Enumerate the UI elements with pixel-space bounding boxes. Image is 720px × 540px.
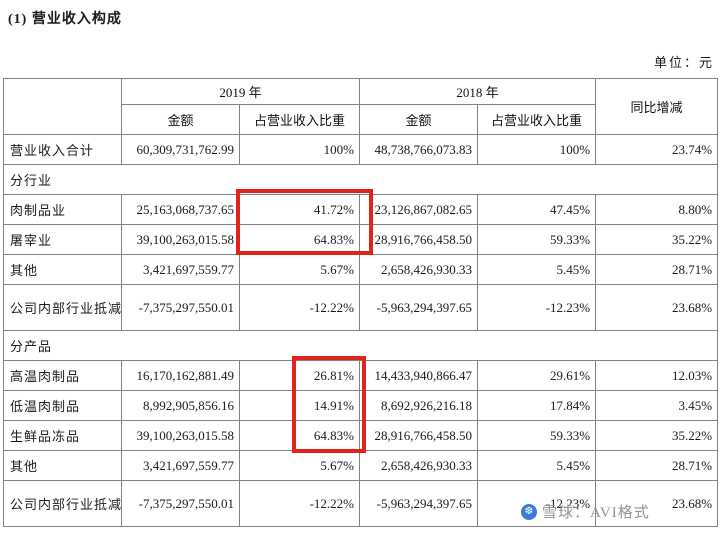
table-row: 生鲜品冻品 39,100,263,015.58 64.83% 28,916,766,4… (3, 420, 719, 451)
cell-value: 5.67% (238, 450, 361, 481)
cell-value: 59.33% (477, 420, 597, 451)
cell-value: 28,916,766,458.50 (359, 224, 479, 255)
cell-value: 39,100,263,015.58 (121, 224, 240, 255)
table-row: 公司内部行业抵减 -7,375,297,550.01 -12.22% -5,963,2… (3, 480, 719, 527)
cell-value: 25,163,068,737.65 (121, 194, 240, 225)
cell-value: -7,375,297,550.01 (121, 480, 240, 527)
table-row: 公司内部行业抵减 -7,375,297,550.01 -12.22% -5,963,2… (3, 284, 719, 331)
snowball-logo-icon: ❆ (521, 503, 537, 520)
cell-value: 2,658,426,930.33 (359, 254, 479, 285)
cell-value: 16,170,162,881.49 (121, 360, 240, 391)
cell-value: 35.22% (595, 420, 719, 451)
cell-value: 48,738,766,073.83 (359, 134, 479, 165)
row-label: 生鲜品冻品 (3, 420, 122, 451)
table-header: 2019 年 2018 年 同比增减 金额 占营业收入比重 金额 占营业收入比重 (3, 78, 719, 135)
cell-value: 35.22% (595, 224, 719, 255)
cell-value: 8.80% (595, 194, 719, 225)
cell-value: 5.67% (238, 254, 361, 285)
cell-value: -7,375,297,550.01 (121, 284, 240, 331)
subheader-amount-2019: 金额 (121, 104, 240, 135)
cell-value: 14,433,940,866.47 (359, 360, 479, 391)
table-row: 其他 3,421,697,559.77 5.67% 2,658,426,930.33 5… (3, 450, 719, 481)
cell-value: 8,992,905,856.16 (121, 390, 240, 421)
cell-value: 3,421,697,559.77 (121, 450, 240, 481)
cell-value: 64.83% (238, 224, 361, 255)
cell-value: 41.72% (238, 194, 361, 225)
section-label: 分行业 (2, 164, 719, 195)
cell-value: 2,658,426,930.33 (359, 450, 479, 481)
row-label: 其他 (3, 450, 122, 481)
revenue-composition-table: 2019 年 2018 年 同比增减 金额 占营业收入比重 金额 占营业收入比重… (2, 78, 719, 527)
cell-value: -12.22% (238, 480, 361, 527)
table-row: 其他 3,421,697,559.77 5.67% 2,658,426,930.33 5… (3, 254, 719, 285)
cell-value: 47.45% (477, 194, 597, 225)
row-label: 公司内部行业抵减 (3, 480, 122, 527)
row-label: 公司内部行业抵减 (3, 284, 122, 331)
page-title: (1) 营业收入构成 (8, 12, 122, 27)
cell-value: 23.68% (595, 284, 719, 331)
cell-value: 39,100,263,015.58 (121, 420, 240, 451)
row-label: 高温肉制品 (3, 360, 122, 391)
cell-value: -12.23% (477, 284, 597, 331)
table-row: 肉制品业 25,163,068,737.65 41.72% 23,126,867,08… (3, 194, 719, 225)
row-label: 低温肉制品 (3, 390, 122, 421)
corner-blank-cell (3, 78, 122, 135)
subheader-amount-2018: 金额 (359, 104, 479, 135)
cell-value: 12.03% (595, 360, 719, 391)
cell-value: -12.22% (238, 284, 361, 331)
subheader-ratio-2019: 占营业收入比重 (238, 104, 361, 135)
cell-value: 60,309,731,762.99 (121, 134, 240, 165)
cell-value: 28.71% (595, 254, 719, 285)
cell-value: 5.45% (477, 450, 597, 481)
cell-value: 3.45% (595, 390, 719, 421)
watermark: ❆ 雪球：AVI格式 (521, 501, 650, 522)
row-label: 营业收入合计 (3, 134, 122, 165)
cell-value: 28.71% (595, 450, 719, 481)
cell-value: 100% (238, 134, 361, 165)
cell-value: 64.83% (238, 420, 361, 451)
table-body: 营业收入合计 60,309,731,762.99 100% 48,738,766,07… (2, 134, 719, 527)
cell-value: 23,126,867,082.65 (359, 194, 479, 225)
cell-value: 23.74% (595, 134, 719, 165)
cell-value: 100% (477, 134, 597, 165)
table-row: 营业收入合计 60,309,731,762.99 100% 48,738,766,07… (3, 134, 719, 165)
table-row: 低温肉制品 8,992,905,856.16 14.91% 8,692,926,216… (3, 390, 719, 421)
cell-value: -5,963,294,397.65 (359, 480, 479, 527)
unit-label: 单位：元 (653, 55, 714, 70)
section-row: 分产品 (2, 330, 719, 361)
col-yoy-change: 同比增减 (595, 78, 719, 135)
table-row: 屠宰业 39,100,263,015.58 64.83% 28,916,766,458… (3, 224, 719, 255)
cell-value: 23.68% (595, 480, 719, 527)
cell-value: 14.91% (238, 390, 361, 421)
cell-value: 17.84% (477, 390, 597, 421)
cell-value: -12.23% (477, 480, 597, 527)
cell-value: 8,692,926,216.18 (359, 390, 479, 421)
section-label: 分产品 (2, 330, 719, 361)
cell-value: 26.81% (238, 360, 361, 391)
cell-value: 28,916,766,458.50 (359, 420, 479, 451)
cell-value: -5,963,294,397.65 (359, 284, 479, 331)
cell-value: 5.45% (477, 254, 597, 285)
row-label: 肉制品业 (3, 194, 122, 225)
cell-value: 3,421,697,559.77 (121, 254, 240, 285)
table-row: 高温肉制品 16,170,162,881.49 26.81% 14,433,940,8… (3, 360, 719, 391)
section-row: 分行业 (2, 164, 719, 195)
col-group-2019: 2019 年 (120, 78, 361, 105)
row-label: 其他 (3, 254, 122, 285)
subheader-ratio-2018: 占营业收入比重 (477, 104, 597, 135)
cell-value: 59.33% (477, 224, 597, 255)
cell-value: 29.61% (477, 360, 597, 391)
watermark-text: 雪球：AVI格式 (542, 505, 650, 521)
col-group-2018: 2018 年 (359, 78, 597, 105)
row-label: 屠宰业 (3, 224, 122, 255)
